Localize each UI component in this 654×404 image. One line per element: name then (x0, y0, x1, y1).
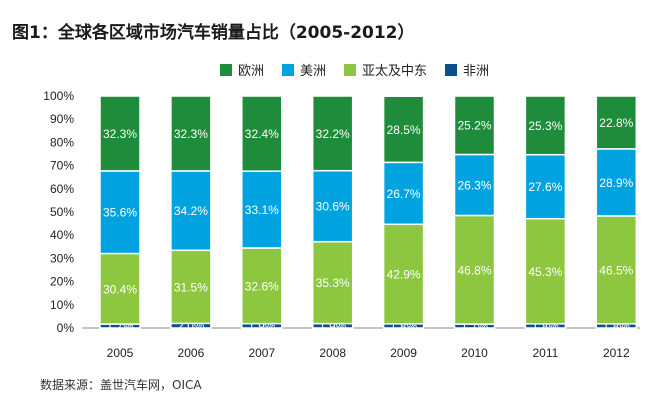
data-label: 25.3% (528, 119, 562, 133)
data-label: 30.4% (103, 282, 137, 296)
data-label: 32.6% (245, 279, 279, 293)
y-tick-label: 70% (50, 159, 74, 173)
bar-segment (241, 95, 283, 172)
data-label: 45.3% (528, 265, 562, 279)
legend-label: 非洲 (463, 64, 490, 79)
y-tick-label: 50% (50, 205, 74, 219)
x-tick-label: 2006 (178, 346, 205, 360)
bar-segment (99, 170, 141, 255)
data-label: 35.6% (103, 206, 137, 220)
legend-item: 非洲 (445, 60, 489, 79)
data-label: 30.6% (316, 200, 350, 214)
bar-segment (595, 95, 638, 150)
bar-segment (453, 153, 496, 217)
bar-segment (453, 95, 496, 156)
data-label: 32.2% (316, 127, 350, 141)
data-label: 22.8% (599, 116, 633, 130)
y-tick-label: 30% (50, 251, 74, 265)
data-label: 32.3% (174, 127, 208, 141)
x-tick-label: 2005 (107, 346, 134, 360)
bar-segment (524, 153, 567, 220)
legend-swatch (220, 63, 232, 76)
data-label: 32.4% (245, 127, 279, 141)
data-label: 28.5% (387, 123, 421, 137)
data-label: 32.3% (103, 127, 137, 141)
bar-segment (453, 214, 496, 325)
bar-segment (170, 95, 212, 172)
y-tick-label: 90% (50, 112, 74, 126)
legend-item: 亚太及中东 (344, 60, 427, 79)
data-label: 42.9% (387, 268, 421, 282)
data-label: 31.5% (174, 280, 208, 294)
y-tick-label: 100% (43, 89, 74, 103)
y-tick-label: 10% (50, 298, 74, 312)
chart-title: 图1：全球各区域市场汽车销量占比（2005-2012） (12, 23, 415, 43)
x-tick-label: 2012 (603, 346, 630, 360)
legend-label: 欧洲 (238, 64, 265, 79)
y-tick-label: 80% (50, 135, 74, 149)
y-tick-label: 20% (50, 275, 74, 289)
x-tick-label: 2007 (248, 346, 275, 360)
bar-segment (99, 95, 141, 172)
legend-item: 欧洲 (220, 60, 264, 79)
data-label: 27.6% (528, 180, 562, 194)
data-label: 34.2% (174, 204, 208, 218)
bar-segment (170, 170, 212, 252)
x-tick-label: 2010 (461, 346, 488, 360)
x-tick-label: 2009 (390, 346, 417, 360)
chart-legend: 欧洲 美洲 亚太及中东 非洲 (220, 60, 489, 79)
bar-segment (170, 249, 212, 325)
legend-swatch (445, 63, 458, 76)
y-tick-label: 0% (57, 321, 75, 335)
data-label: 25.2% (457, 119, 491, 133)
data-label: 46.8% (457, 263, 491, 277)
x-tick-label: 2011 (532, 346, 558, 360)
legend-label: 亚太及中东 (362, 64, 428, 79)
y-tick-label: 40% (50, 228, 74, 242)
y-tick-label: 60% (50, 182, 74, 196)
data-label: 33.1% (245, 203, 279, 217)
bar-segment (524, 95, 567, 156)
bar-segment (311, 169, 354, 243)
legend-swatch (282, 63, 295, 76)
bar-segment (524, 217, 567, 325)
legend-swatch (344, 63, 357, 76)
data-label: 35.3% (316, 276, 350, 290)
x-tick-label: 2008 (319, 346, 346, 360)
bar-segment (241, 247, 283, 325)
bar-segment (382, 161, 425, 226)
bar-segment (382, 223, 425, 325)
data-label: 46.5% (599, 263, 633, 277)
data-label: 26.7% (387, 187, 421, 201)
bar-segment (311, 95, 354, 172)
data-label: 26.3% (457, 178, 491, 192)
bar-segment (311, 240, 354, 325)
legend-item: 美洲 (282, 60, 326, 79)
bar-segment (382, 95, 425, 164)
legend-label: 美洲 (300, 64, 327, 79)
data-source-note: 数据来源：盖世汽车网，OICA (40, 378, 202, 392)
data-label: 28.9% (599, 176, 633, 190)
